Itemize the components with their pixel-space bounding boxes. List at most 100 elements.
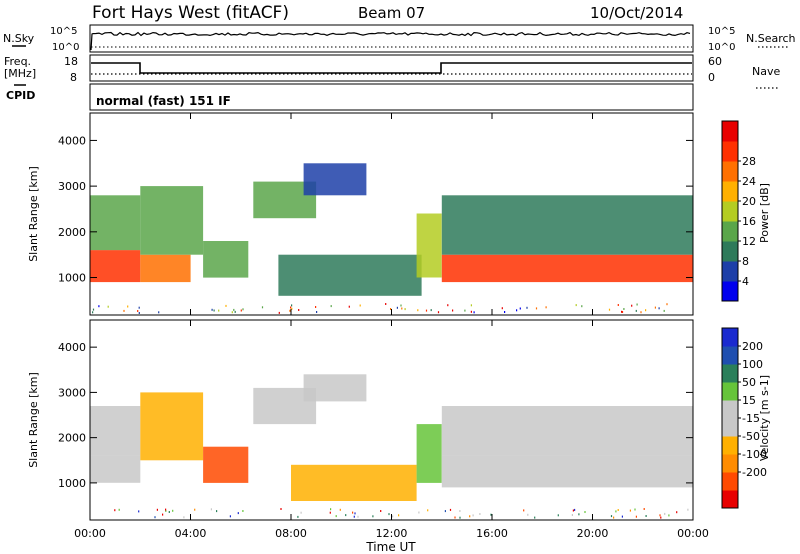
heatmap-cell-4 — [203, 241, 249, 278]
scatter-speck — [523, 509, 525, 512]
colorbar-swatch — [722, 454, 738, 473]
velocity-y-axis: 1000 2000 3000 4000 — [58, 341, 693, 490]
scatter-speck — [504, 311, 506, 313]
scatter-speck — [636, 303, 638, 306]
colorbar-tick-label: 200 — [742, 340, 763, 353]
scatter-speck — [316, 311, 318, 313]
velocity-colorbar-label: Velocity [m s-1] — [758, 375, 771, 461]
beam-title: Beam 07 — [358, 4, 425, 22]
scatter-speck — [664, 512, 666, 515]
cpid-panel-frame — [89, 83, 694, 111]
scatter-speck — [165, 509, 167, 512]
scatter-speck — [447, 304, 449, 307]
scatter-speck — [634, 508, 636, 511]
scatter-speck — [278, 311, 280, 314]
colorbar-swatch — [722, 121, 738, 142]
scatter-speck — [687, 508, 689, 511]
scatter-speck — [210, 508, 212, 511]
scatter-speck — [300, 511, 302, 514]
scatter-speck — [123, 309, 125, 312]
velocity-y-label: Slant Range [km] — [27, 372, 40, 468]
scatter-speck — [459, 516, 461, 519]
station-title: Fort Hays West (fitACF) — [92, 3, 289, 23]
scatter-speck — [98, 305, 100, 308]
colorbar-swatch — [722, 241, 738, 262]
heatmap-cell-1 — [90, 195, 141, 251]
colorbar-swatch — [722, 161, 738, 182]
scatter-speck — [621, 310, 623, 313]
scatter-speck — [571, 514, 573, 516]
colorbar-swatch — [722, 382, 738, 401]
x-tick-label: 20:00 — [577, 527, 609, 540]
heatmap-cell-8 — [416, 213, 442, 278]
scatter-speck — [261, 306, 264, 309]
colorbar-tick-label: 24 — [742, 175, 756, 188]
scatter-speck — [291, 304, 293, 307]
scatter-speck — [444, 510, 446, 513]
scatter-speck — [610, 515, 613, 518]
colorbar-swatch — [722, 436, 738, 455]
scatter-speck — [623, 308, 625, 310]
colorbar-swatch — [722, 490, 738, 509]
colorbar-tick-label: 50 — [742, 376, 756, 389]
colorbar-swatch — [722, 472, 738, 491]
scatter-speck — [372, 515, 374, 518]
colorbar-swatch — [722, 261, 738, 282]
noise-trace — [90, 31, 692, 51]
colorbar-swatch — [722, 281, 738, 302]
freq-tick-top: 18 — [64, 55, 78, 68]
freq-trace — [91, 62, 692, 74]
colorbar-tick-label: 15 — [742, 394, 756, 407]
scatter-speck — [392, 515, 394, 518]
nave-tick-top: 60 — [708, 55, 722, 68]
scatter-speck — [290, 306, 292, 309]
colorbar-swatch — [722, 364, 738, 383]
scatter-speck — [329, 511, 331, 514]
y-tick-label: 3000 — [58, 386, 86, 399]
scatter-speck — [581, 305, 583, 308]
scatter-speck — [418, 511, 420, 514]
scatter-speck — [118, 508, 120, 511]
heatmap-cell-9 — [441, 406, 694, 456]
scatter-speck — [211, 308, 213, 311]
heatmap-cell-2 — [140, 254, 191, 283]
scatter-speck — [526, 306, 528, 309]
scatter-speck — [472, 514, 474, 517]
scatter-speck — [237, 512, 239, 515]
y-tick-label: 3000 — [58, 180, 86, 193]
power-y-label: Slant Range [km] — [27, 166, 40, 262]
colorbar-tick-label: 8 — [742, 255, 749, 268]
heatmap-cell-0 — [90, 250, 141, 283]
colorbar-swatch — [722, 328, 738, 347]
cpid-label: CPID — [6, 89, 35, 102]
scatter-speck — [557, 514, 559, 517]
heatmap-cell-0 — [90, 455, 141, 483]
scatter-speck — [357, 515, 359, 518]
x-tick-label: 00:00 — [677, 527, 709, 540]
colorbar-tick-label: -15 — [742, 412, 760, 425]
colorbar-swatch — [722, 400, 738, 419]
heatmap-cell-5 — [303, 374, 367, 402]
scatter-speck — [666, 303, 668, 306]
scatter-speck — [617, 304, 619, 306]
noise-right-label: N.Search — [746, 32, 796, 45]
scatter-speck — [359, 304, 361, 307]
colorbar-tick-label: 28 — [742, 155, 756, 168]
heatmap-cell-6 — [303, 163, 367, 196]
scatter-speck — [473, 311, 475, 314]
scatter-speck — [459, 510, 461, 512]
scatter-speck — [138, 510, 140, 513]
scatter-speck — [645, 515, 647, 517]
scatter-speck — [315, 306, 317, 308]
scatter-speck — [225, 304, 227, 307]
scatter-speck — [240, 309, 242, 312]
scatter-speck — [574, 508, 576, 511]
scatter-speck — [635, 515, 637, 518]
scatter-speck — [501, 307, 503, 310]
scatter-speck — [396, 306, 398, 309]
time-axis: 00:00 04:00 08:00 12:00 16:00 20:00 00:00 — [74, 113, 709, 540]
scatter-speck — [470, 310, 472, 313]
power-colorbar: 4 8 12 16 20 24 28 — [721, 120, 756, 302]
scatter-speck — [469, 515, 471, 518]
scatter-speck — [470, 304, 472, 307]
